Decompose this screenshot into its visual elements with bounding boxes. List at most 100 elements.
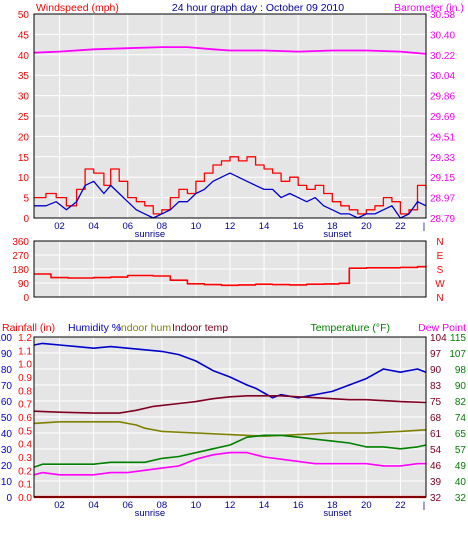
humidity-tick: 60	[1, 397, 13, 408]
barometer-axis-title: Barometer (in.)	[394, 2, 464, 14]
indoor-temp-tick: 61	[430, 429, 442, 440]
temperature-line	[33, 434, 427, 468]
temperature-tick: 65	[455, 429, 467, 440]
indoor-temp-legend: Indoor temp	[172, 322, 228, 334]
windspeed-tick: 15	[18, 153, 30, 164]
rainfall-tick: 0.4	[18, 440, 32, 451]
rainfall-tick: 1.1	[18, 346, 32, 357]
sunset-label: sunset	[323, 229, 351, 240]
indoor-temp-tick: 32	[430, 493, 442, 504]
humidity-tick: 0	[6, 493, 12, 504]
humidity-tick: 90	[1, 349, 13, 360]
temperature-tick: 49	[455, 461, 467, 472]
indoor-temp-tick: 46	[430, 461, 442, 472]
indoor-temp-tick: 97	[430, 349, 442, 360]
rainfall-tick: 0.0	[18, 493, 32, 504]
humidity-panel-frame	[33, 336, 427, 498]
compass-tick: W	[435, 279, 445, 290]
indoor-temp-tick: 54	[430, 445, 442, 456]
barometer-tick: 30.40	[430, 30, 455, 41]
hour-tick-label: 02	[54, 221, 65, 232]
grid-lines	[34, 14, 426, 497]
rainfall-tick: 1.0	[18, 360, 32, 371]
windspeed-tick: 50	[18, 10, 30, 21]
indoor-temp-tick: 104	[430, 333, 447, 344]
temperature-tick: 90	[455, 381, 467, 392]
compass-tick: N	[436, 237, 443, 248]
end-marker: |	[423, 221, 425, 232]
barometer-tick: 29.33	[430, 153, 455, 164]
barometer-tick: 28.79	[430, 214, 455, 225]
hour-tick-label: 16	[293, 221, 304, 232]
compass-tick: S	[437, 265, 444, 276]
wind-panel-frame	[33, 13, 427, 219]
direction-tick: 360	[12, 237, 29, 248]
windspeed-axis-title: Windspeed (mph)	[36, 2, 119, 14]
barometer-tick: 30.04	[430, 71, 455, 82]
rainfall-tick: 0.9	[18, 373, 32, 384]
hour-tick-label: 22	[395, 221, 406, 232]
wind_avg-line	[34, 172, 427, 219]
rainfall-tick: 1.2	[18, 333, 32, 344]
indoor-temp-tick: 39	[430, 477, 442, 488]
humidity-tick: 80	[1, 365, 13, 376]
humidity-tick: 30	[1, 445, 13, 456]
humidity-tick: 100	[0, 333, 12, 344]
chart-series	[33, 46, 427, 499]
humidity-tick: 70	[1, 381, 13, 392]
hour-tick-label: 18	[327, 221, 338, 232]
hour-tick-label: 14	[259, 221, 270, 232]
temperature-axis-title: Temperature (°F)	[311, 322, 390, 334]
humidity-line	[33, 342, 427, 399]
windspeed-tick: 35	[18, 71, 30, 82]
windspeed-tick: 45	[18, 30, 30, 41]
compass-tick: N	[436, 293, 443, 304]
indoor-temp-tick: 83	[430, 381, 442, 392]
indoor-temp-tick: 75	[430, 397, 442, 408]
barometer-line	[33, 46, 427, 55]
humidity-tick: 10	[1, 477, 13, 488]
tick-labels: 02 02 04 04 06 06 08 08 10 10 12 12 14 14 16 16 18 18 20 20…	[0, 10, 466, 511]
humidity-tick: 40	[1, 429, 13, 440]
rainfall-tick: 0.7	[18, 400, 32, 411]
barometer-tick: 29.69	[430, 112, 455, 123]
hour-tick-label: 04	[88, 500, 99, 511]
rainfall-tick: 0.5	[18, 426, 32, 437]
barometer-tick: 30.22	[430, 51, 455, 62]
wind-direction-line	[34, 265, 427, 287]
hour-tick-label: 22	[395, 500, 406, 511]
rainfall-tick: 0.6	[18, 413, 32, 424]
temperature-tick: 107	[449, 349, 466, 360]
indoor-hum-legend: Indoor hum	[118, 322, 171, 334]
direction-tick: 180	[12, 265, 29, 276]
end-marker: |	[423, 500, 425, 511]
chart-title: 24 hour graph day : October 09 2010	[172, 2, 344, 14]
temperature-tick: 82	[455, 397, 467, 408]
rainfall-tick: 0.2	[18, 466, 32, 477]
direction-tick: 270	[12, 251, 29, 262]
windspeed-tick: 25	[18, 112, 30, 123]
hour-tick-label: 12	[225, 500, 236, 511]
windspeed-tick: 20	[18, 132, 30, 143]
hour-tick-label: 14	[259, 500, 270, 511]
windspeed-tick: 5	[23, 194, 29, 205]
indoor_temp-line	[33, 395, 427, 414]
barometer-tick: 28.97	[430, 194, 455, 205]
barometer-tick: 29.86	[430, 92, 455, 103]
rainfall-tick: 0.1	[18, 480, 32, 491]
windspeed-tick: 10	[18, 173, 30, 184]
hour-tick-label: 08	[157, 221, 168, 232]
barometer-tick: 29.51	[430, 132, 455, 143]
dew_point-line	[33, 451, 426, 476]
temperature-tick: 98	[455, 365, 467, 376]
dew-point-axis-title: Dew Point	[418, 322, 466, 334]
humidity-tick: 50	[1, 413, 13, 424]
sunrise-label: sunrise	[135, 229, 166, 240]
indoor_hum-line	[33, 421, 427, 437]
hour-tick-label: 02	[54, 500, 65, 511]
rainfall-tick: 0.3	[18, 453, 32, 464]
hour-tick-label: 20	[361, 221, 372, 232]
hour-tick-label: 04	[88, 221, 99, 232]
hour-tick-label: 12	[225, 221, 236, 232]
